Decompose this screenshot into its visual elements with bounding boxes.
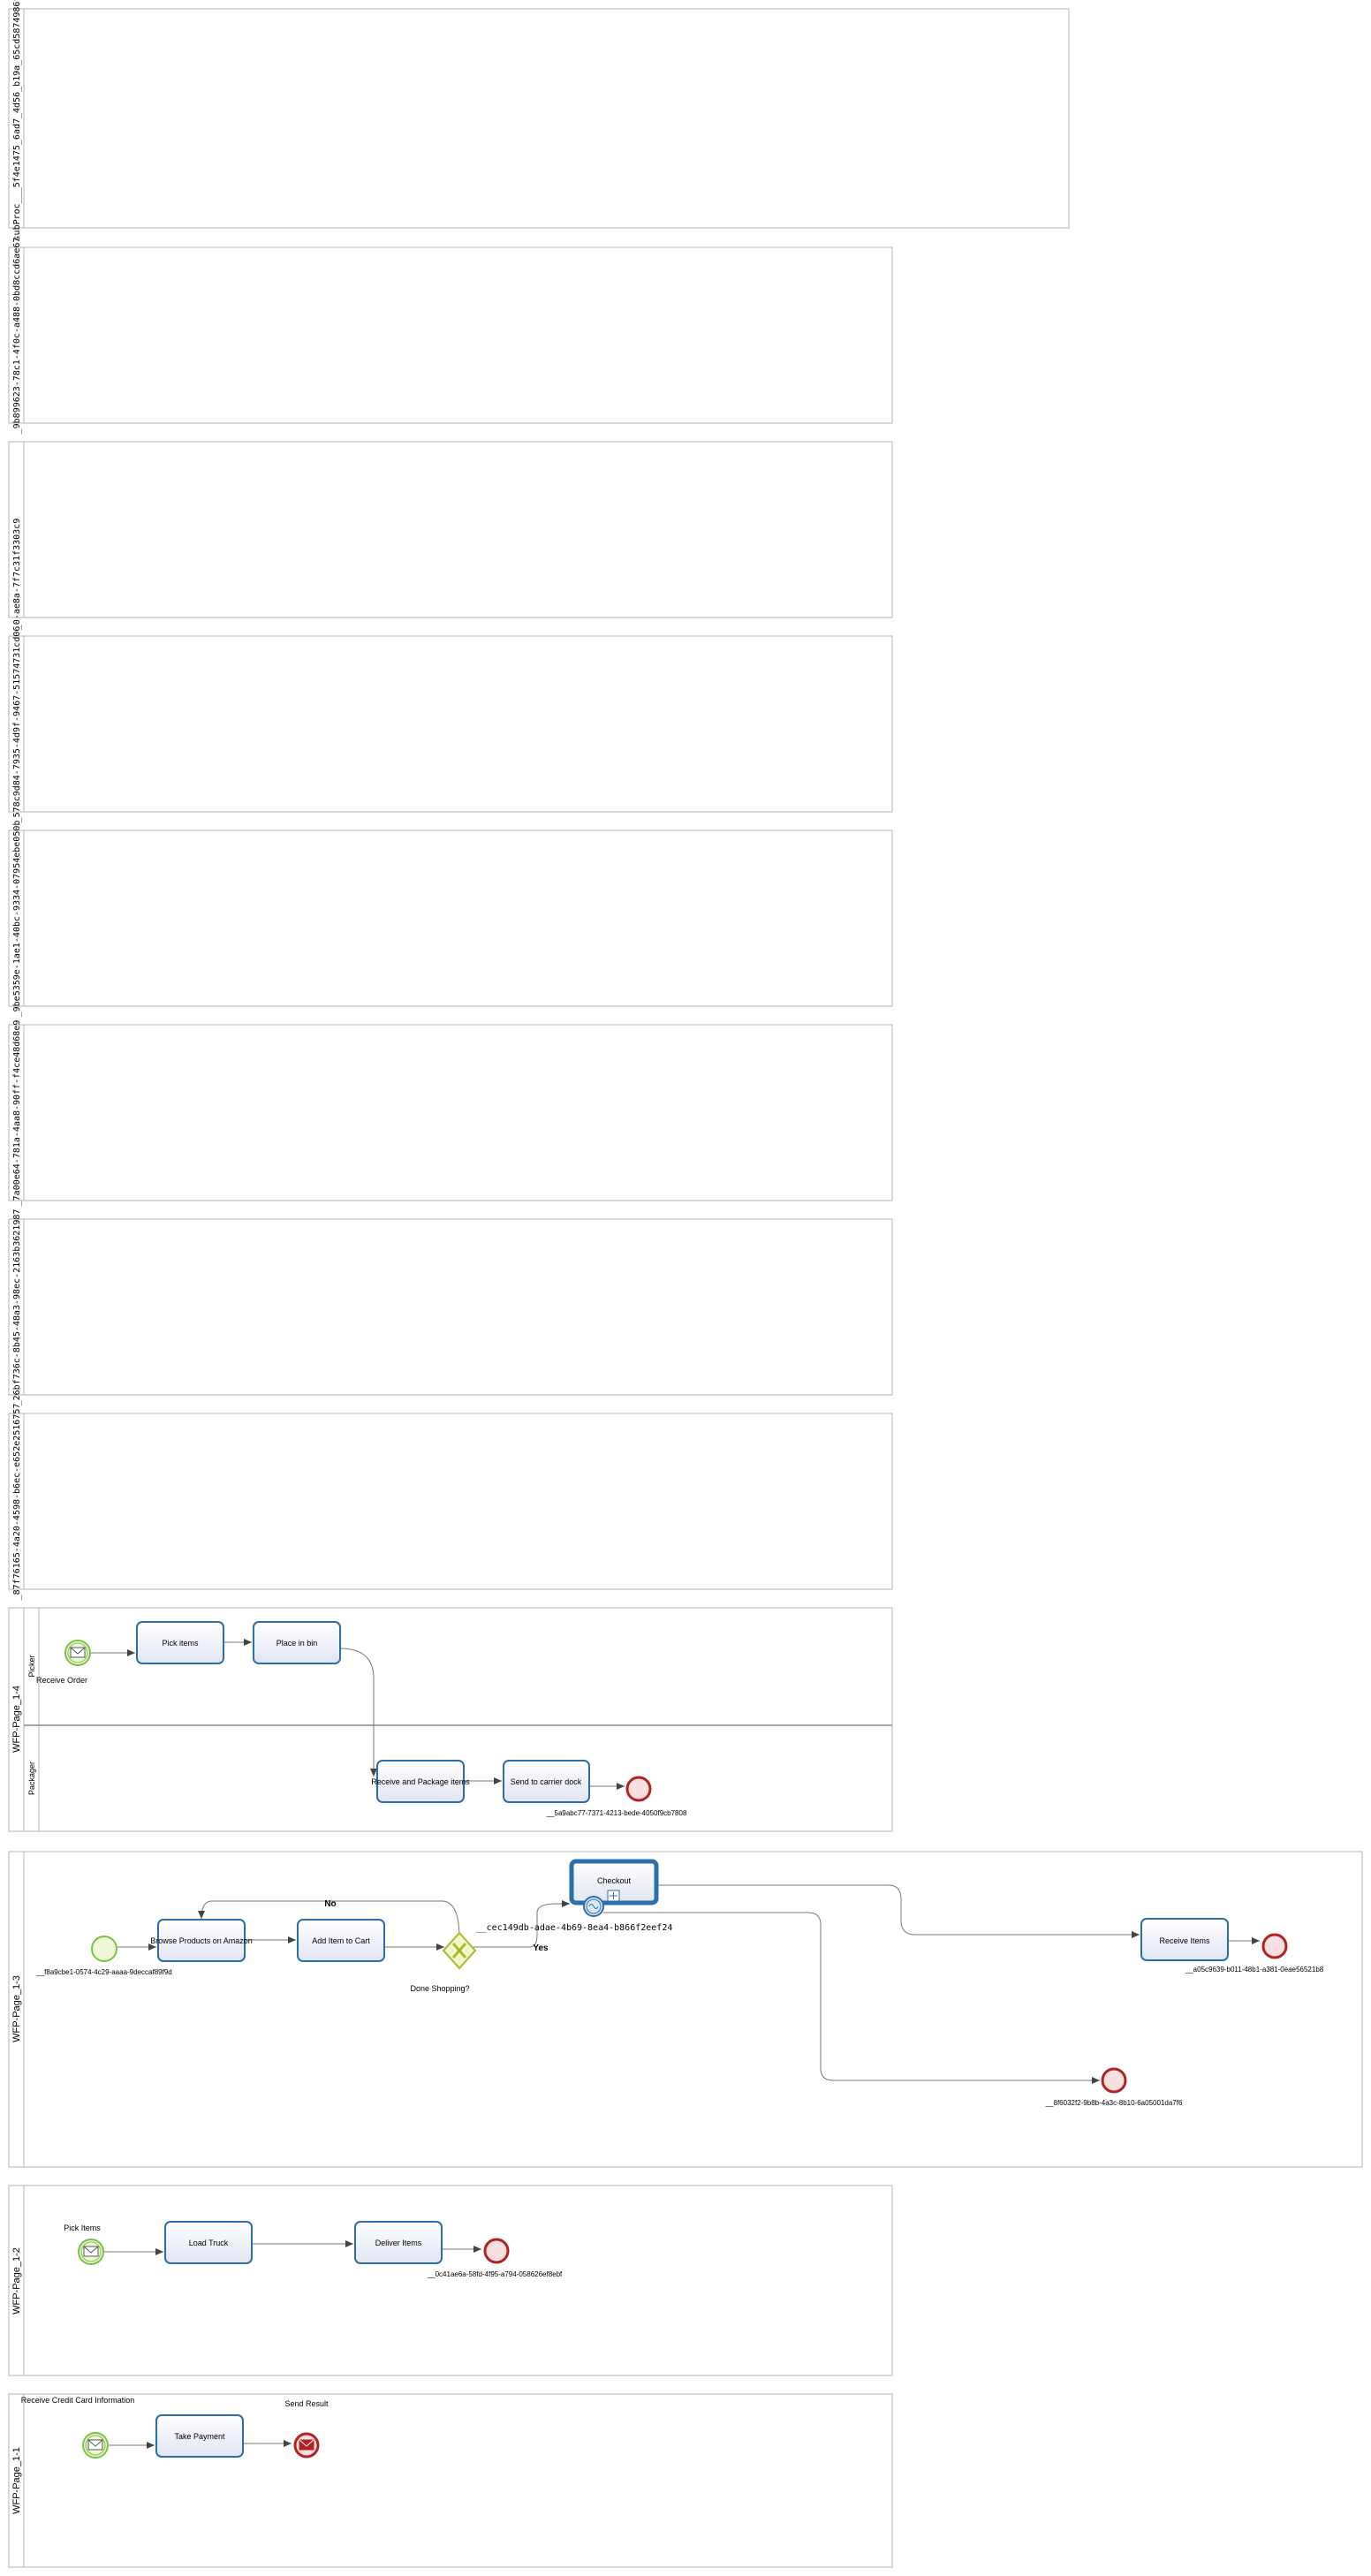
lane-label-packager: Packager [27,1762,36,1795]
pool-label: WFP-Page_1-2 [11,2247,22,2315]
pool-5[interactable]: _9be5359e-1ae1-40bc-9334-07954ebe050b [8,821,893,1018]
task-add-item-to-cart[interactable]: Add Item to Cart [297,1919,385,1962]
task-pick-items[interactable]: Pick items [136,1621,224,1664]
pool-6[interactable]: _7a00e64-781a-4aa8-90ff-f4ce48d68e9 [8,1020,893,1207]
start-label: Receive Order [36,1676,87,1685]
task-take-payment[interactable]: Take Payment [155,2414,244,2458]
task-browse-products-on-amazon[interactable]: Browse Products on Amazon [150,1919,253,1962]
pool-7[interactable]: _26bf736c-8b45-48a3-98ec-2163b3621987 [8,1209,893,1406]
svg-text:Browse Products on Amazon: Browse Products on Amazon [150,1936,253,1945]
pool-label: WFP-Page_1-4 [11,1686,22,1753]
gateway-label: Done Shopping? [410,1984,469,1993]
end-event-2[interactable] [1101,2067,1127,2094]
end-label: __5a9abc77-7371-4213-bede-4050f9cb7808 [546,1809,687,1817]
pool-3[interactable]: _0-ae8a-7f7c31f3303c9 [8,441,893,630]
pool-wfp-page-1-2[interactable]: WFP-Page_1-2 Pick Items Load Truck Deliv… [8,2185,893,2376]
end-label: Send Result [284,2399,329,2408]
subprocess-checkout[interactable]: Checkout [569,1859,659,1905]
boundary-label: __cec149db-adae-4b69-8ea4-b866f2eef24 [476,1923,673,1933]
pool-label: _26bf736c-8b45-48a3-98ec-2163b3621987 [12,1209,22,1406]
end-event[interactable] [625,1776,652,1802]
pool-label: subProc___5f4e1475_6ad7_4d56_b19a_65cd58… [12,0,22,240]
svg-text:Receive Items: Receive Items [1159,1936,1210,1945]
boundary-timer-event[interactable] [583,1896,604,1917]
svg-text:Checkout: Checkout [597,1876,632,1885]
pool-2[interactable]: _9b899623-78c1-4f0c-a488-0bd8ccd6ae67 [8,238,893,435]
start-label: Receive Credit Card Information [21,2396,135,2405]
end-event[interactable] [483,2238,510,2264]
task-deliver-items[interactable]: Deliver Items [354,2221,443,2264]
pool-label: _87f76165-4a20-4598-b6ec-e652e2516757 [12,1404,22,1601]
start-label: Pick Items [64,2224,101,2232]
svg-text:Receive and Package items: Receive and Package items [371,1777,470,1786]
svg-text:Send to carrier dock: Send to carrier dock [511,1777,582,1786]
pool-label: _9be5359e-1ae1-40bc-9334-07954ebe050b [12,821,22,1018]
start-event[interactable] [91,1936,117,1962]
pool-label: _0-ae8a-7f7c31f3303c9 [12,519,22,630]
pool-label: _7a00e64-781a-4aa8-90ff-f4ce48d68e9 [12,1020,22,1207]
svg-text:Pick items: Pick items [162,1639,199,1648]
exclusive-gateway[interactable] [442,1931,477,1970]
task-load-truck[interactable]: Load Truck [164,2221,253,2264]
start-message-event[interactable] [78,2239,104,2265]
end-label: __0c41ae6a-58fd-4f95-a794-058626ef8ebf [427,2270,563,2278]
flow-label-yes: Yes [533,1943,549,1953]
pool-wfp-page-1-3[interactable]: WFP-Page_1-3 __f8a9cbe1-0574-4c29-aaaa-9… [8,1851,1363,2168]
start-message-event[interactable] [82,2432,109,2459]
pool-1[interactable]: subProc___5f4e1475_6ad7_4d56_b19a_65cd58… [8,0,1070,240]
end-message-event[interactable] [293,2432,320,2459]
task-send-to-carrier-dock[interactable]: Send to carrier dock [503,1760,590,1803]
pool-4[interactable]: _578c9d84-7935-4d9f-9467-51574731cd06 [8,626,893,823]
end-label-1: __a05c9639-b011-48b1-a381-0eae56521b8 [1185,1966,1324,1974]
svg-text:Deliver Items: Deliver Items [375,2239,422,2247]
start-message-event[interactable] [64,1640,91,1666]
svg-text:Load Truck: Load Truck [189,2239,229,2247]
pool-label: WFP-Page_1-3 [11,1975,22,2042]
pool-wfp-page-1-4[interactable]: WFP-Page_1-4 Picker Packager Receive Ord… [8,1607,893,1832]
pool-label: _578c9d84-7935-4d9f-9467-51574731cd06 [12,626,22,823]
pool-label: WFP-Page_1-1 [11,2447,22,2514]
end-event-1[interactable] [1261,1933,1288,1959]
task-receive-items[interactable]: Receive Items [1140,1918,1229,1961]
svg-text:Place in bin: Place in bin [276,1639,318,1648]
start-label: __f8a9cbe1-0574-4c29-aaaa-9deccaf89f9d [35,1968,171,1976]
pool-label: _9b899623-78c1-4f0c-a488-0bd8ccd6ae67 [12,238,22,435]
task-receive-and-package-items[interactable]: Receive and Package items [371,1760,470,1803]
pool-wfp-page-1-1[interactable]: WFP-Page_1-1 Receive Credit Card Informa… [8,2393,893,2568]
lane-label-picker: Picker [27,1655,36,1677]
flow-label-no: No [324,1899,336,1909]
svg-text:Take Payment: Take Payment [174,2432,225,2441]
pool-8[interactable]: _87f76165-4a20-4598-b6ec-e652e2516757 [8,1404,893,1601]
end-label-2: __8f6032f2-9b8b-4a3c-8b10-6a05001da7f6 [1045,2099,1183,2107]
task-place-in-bin[interactable]: Place in bin [253,1621,341,1664]
svg-text:Add Item to Cart: Add Item to Cart [312,1936,370,1945]
